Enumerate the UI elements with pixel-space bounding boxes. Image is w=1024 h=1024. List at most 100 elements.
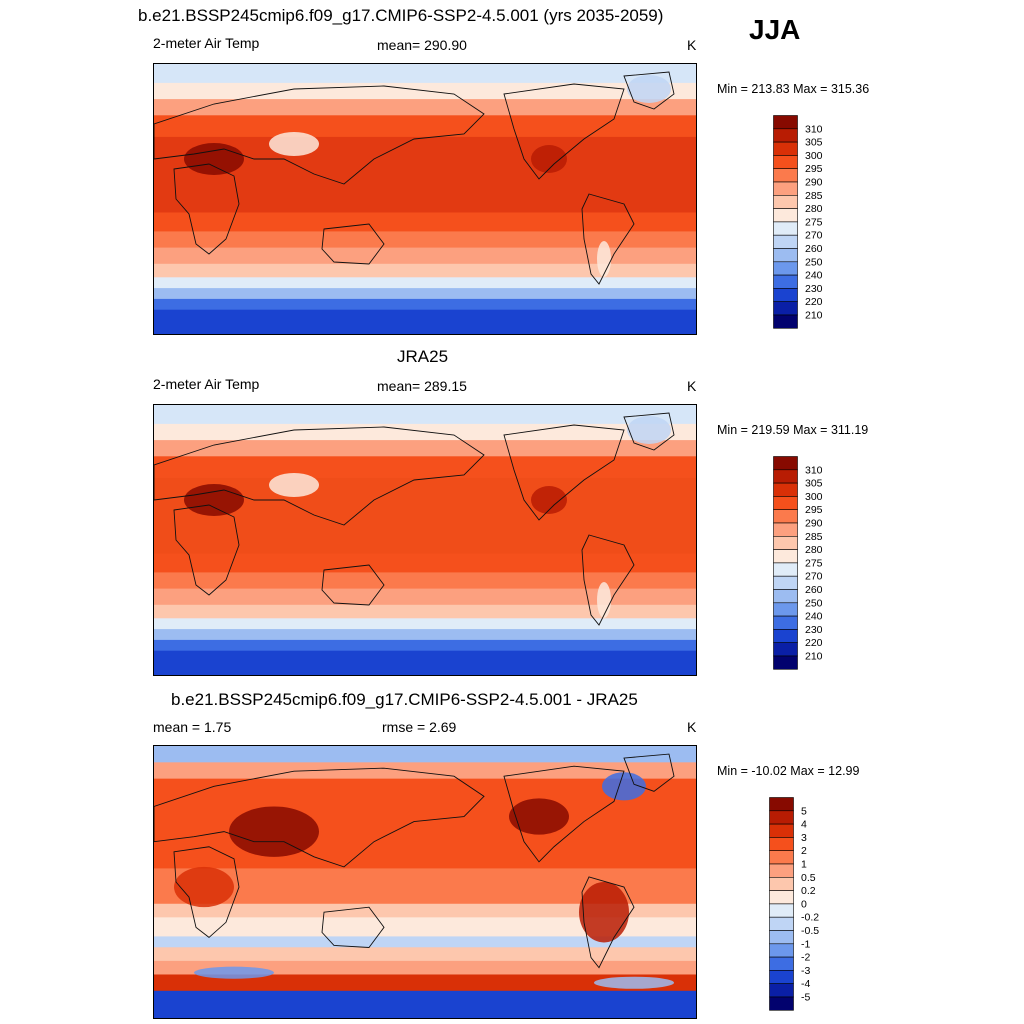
map-field-svg	[154, 746, 696, 1018]
anomaly-region	[174, 866, 234, 908]
colorbar-segment	[773, 208, 798, 223]
map-field-svg	[154, 64, 696, 334]
anomaly-region	[627, 416, 671, 444]
latitude-band	[154, 553, 696, 573]
colorbar-tick-label: 260	[805, 243, 823, 255]
colorbar-segment	[773, 589, 798, 604]
panel-2-map	[153, 404, 697, 676]
colorbar-segment	[773, 615, 798, 630]
colorbar-segment	[769, 850, 794, 865]
colorbar-tick-label: 305	[805, 137, 823, 149]
colorbar-tick-label: 295	[805, 163, 823, 175]
latitude-band	[154, 604, 696, 619]
colorbar-tick-label: 290	[805, 177, 823, 189]
latitude-band	[154, 64, 696, 84]
colorbar-svg: 5 432 10.50.20 -0.2-0.5-1 -2-3-4 -5	[769, 797, 819, 1011]
colorbar-tick-label: -2	[801, 952, 810, 964]
panel-1-colorbar: 310 305 300 295 290 285 280 275 270 260 250 240 230 2…	[773, 115, 843, 335]
panel-1-units-label: K	[687, 37, 697, 53]
colorbar-tick-label: 280	[805, 203, 823, 215]
colorbar-segment	[769, 810, 794, 825]
colorbar-tick-label: 280	[805, 544, 823, 556]
coastline-south-america	[581, 876, 635, 969]
colorbar-segment	[773, 562, 798, 577]
colorbar-tick-label: 300	[805, 491, 823, 503]
coastline-eurasia	[154, 85, 485, 185]
latitude-band	[154, 82, 696, 100]
colorbar-segment	[773, 234, 798, 249]
colorbar-segment	[773, 168, 798, 183]
colorbar-segment	[769, 903, 794, 918]
latitude-band	[154, 903, 696, 918]
colorbar-segment	[773, 536, 798, 550]
latitude-band	[154, 247, 696, 265]
colorbar-segment	[769, 823, 794, 838]
latitude-band	[154, 477, 696, 554]
colorbar-tick-label: 300	[805, 150, 823, 162]
colorbar-tick-label: -1	[801, 938, 810, 950]
latitude-band	[154, 572, 696, 590]
colorbar-tick-label: 4	[801, 819, 807, 831]
panel-3-title: b.e21.BSSP245cmip6.f09_g17.CMIP6-SSP2-4.…	[171, 690, 638, 709]
colorbar-tick-label: 275	[805, 216, 823, 228]
colorbar-segment	[773, 288, 798, 302]
panel-3-mean-label: mean = 1.75	[153, 719, 232, 735]
colorbar-tick-label: 305	[805, 478, 823, 490]
latitude-band	[154, 456, 696, 479]
latitude-band	[154, 99, 696, 116]
colorbar-tick-label: 0	[801, 898, 807, 910]
colorbar-segment	[773, 301, 798, 316]
colorbar-segment	[773, 655, 798, 670]
colorbar-segment	[773, 629, 798, 643]
colorbar-segment	[773, 549, 798, 564]
colorbar-tick-label: -0.2	[801, 912, 819, 924]
latitude-band	[154, 288, 696, 300]
coastline-australia	[321, 564, 385, 606]
panel-2-minmax-label: Min = 219.59 Max = 311.19	[717, 423, 869, 437]
latitude-band	[154, 212, 696, 232]
panel-1-map	[153, 63, 697, 335]
colorbar-segment	[773, 602, 798, 617]
anomaly-region	[194, 966, 274, 979]
latitude-band	[154, 440, 696, 457]
colorbar-tick-label: 220	[805, 637, 823, 649]
latitude-band	[154, 231, 696, 249]
colorbar-tick-label: 1	[801, 859, 807, 871]
colorbar-segment	[773, 456, 798, 471]
latitude-band	[154, 115, 696, 138]
panel-2-variable-label: 2-meter Air Temp	[153, 376, 260, 392]
colorbar-segment	[773, 141, 798, 156]
map-field-svg	[154, 405, 696, 675]
panel-1-mean-label: mean= 290.90	[377, 37, 467, 53]
colorbar-segment	[769, 837, 794, 852]
colorbar-segment	[769, 863, 794, 878]
latitude-band	[154, 990, 696, 1018]
colorbar-segment	[769, 930, 794, 945]
colorbar-tick-label: 210	[805, 310, 823, 322]
latitude-band	[154, 762, 696, 780]
colorbar-tick-label: -5	[801, 992, 810, 1004]
colorbar-segment	[773, 261, 798, 276]
panel-1-variable-label: 2-meter Air Temp	[153, 35, 260, 51]
latitude-band	[154, 936, 696, 948]
colorbar-segment	[773, 128, 798, 143]
colorbar-segment	[773, 509, 798, 524]
colorbar-segment	[773, 314, 798, 329]
colorbar-segment	[773, 642, 798, 657]
colorbar-tick-label: -4	[801, 978, 810, 990]
colorbar-tick-label: -3	[801, 965, 810, 977]
coastline-eurasia	[154, 426, 485, 526]
colorbar-tick-label: -0.5	[801, 925, 819, 937]
season-label: JJA	[749, 14, 801, 45]
colorbar-segment	[773, 469, 798, 484]
panel-2-units-label: K	[687, 378, 697, 394]
colorbar-svg: 3103053002952902852802752702602502402302…	[773, 115, 823, 329]
colorbar-segment	[773, 522, 798, 537]
latitude-band	[154, 423, 696, 441]
panel-3-minmax-label: Min = -10.02 Max = 12.99	[717, 764, 860, 778]
anomaly-region	[531, 486, 567, 514]
panel-2-mean-label: mean= 289.15	[377, 378, 467, 394]
colorbar-tick-label: 260	[805, 584, 823, 596]
colorbar-segment	[773, 274, 798, 289]
colorbar-segment	[773, 575, 798, 590]
